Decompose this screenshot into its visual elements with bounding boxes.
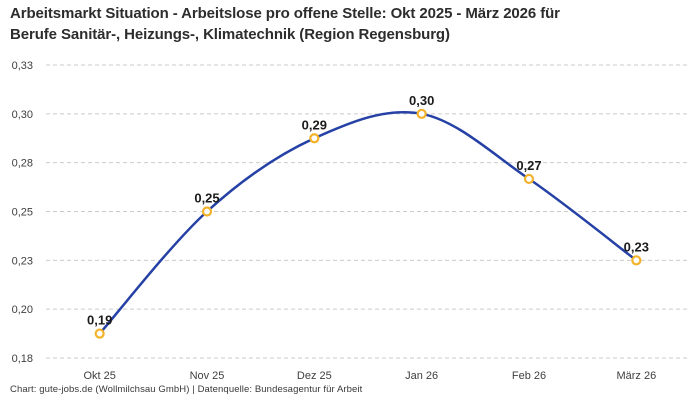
x-axis-tick-label: Jan 26 xyxy=(405,370,438,382)
x-axis-tick-label: Dez 25 xyxy=(297,370,332,382)
data-point-marker xyxy=(201,206,213,217)
series-line xyxy=(98,110,638,335)
x-axis-tick-label: Okt 25 xyxy=(83,370,115,382)
data-point-marker xyxy=(523,173,535,185)
x-axis-tick-label: Feb 26 xyxy=(512,370,546,382)
data-point-marker xyxy=(631,255,642,266)
chart-title: Arbeitsmarkt Situation - Arbeitslose pro… xyxy=(10,5,560,43)
y-axis-tick-label: 0,20 xyxy=(12,304,33,316)
data-point-marker xyxy=(309,133,320,144)
y-axis-tick-label: 0,33 xyxy=(12,60,33,72)
data-point-label: 0,27 xyxy=(516,158,541,173)
y-axis-tick-label: 0,30 xyxy=(12,109,33,121)
data-point-label: 0,29 xyxy=(302,117,327,132)
data-point-label: 0,25 xyxy=(194,191,219,206)
data-point-label: 0,19 xyxy=(87,313,112,328)
x-axis-tick-label: Nov 25 xyxy=(190,370,225,382)
chart-footer: Chart: gute-jobs.de (Wollmilchsau GmbH) … xyxy=(10,384,363,395)
x-axis-tick-label: März 26 xyxy=(616,370,656,382)
y-axis-tick-label: 0,28 xyxy=(12,158,33,170)
y-axis-tick-label: 0,18 xyxy=(12,353,33,365)
data-point-label: 0,30 xyxy=(409,93,434,108)
data-point-marker xyxy=(94,328,105,339)
y-axis-tick-label: 0,23 xyxy=(12,255,33,267)
data-point-label: 0,23 xyxy=(624,239,649,254)
y-axis-tick-label: 0,25 xyxy=(12,207,33,219)
data-point-marker xyxy=(416,108,427,119)
